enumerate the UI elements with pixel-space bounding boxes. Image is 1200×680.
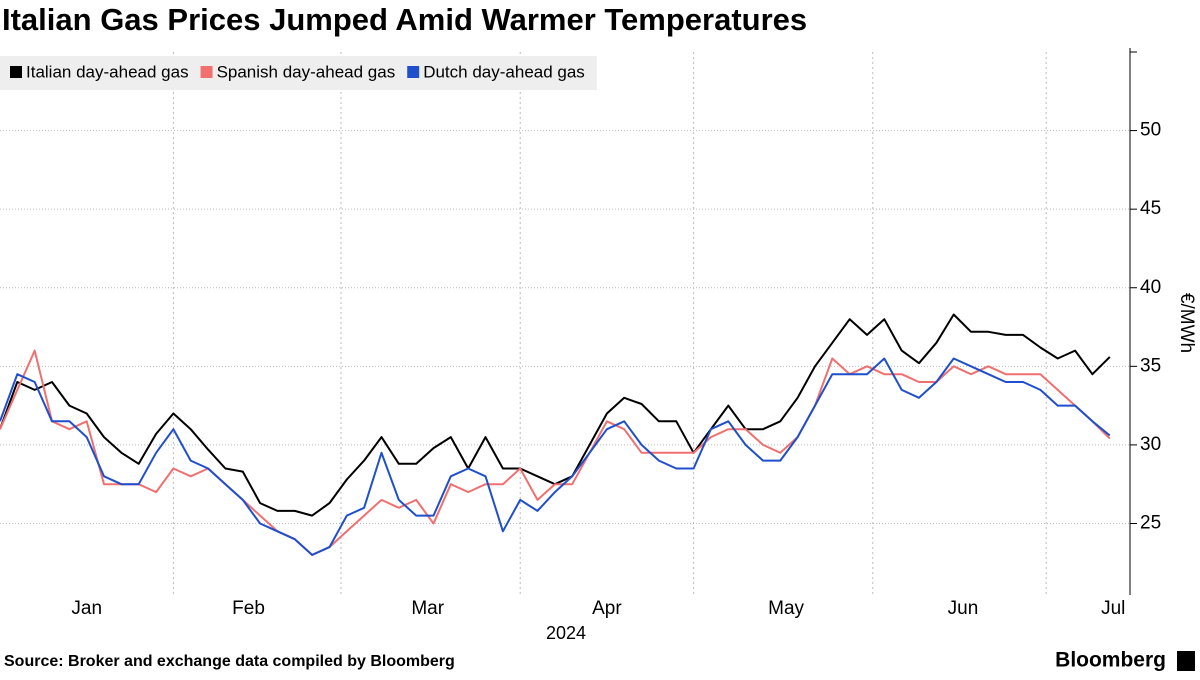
series-line <box>0 349 1111 556</box>
x-tick-label: Feb <box>232 598 265 619</box>
x-tick-label: Jun <box>948 598 979 619</box>
y-tick-label: 30 <box>1140 434 1161 455</box>
chart-title: Italian Gas Prices Jumped Amid Warmer Te… <box>2 2 807 37</box>
source: Source: Broker and exchange data compile… <box>4 653 455 670</box>
y-axis-label: €/MWh <box>1176 293 1197 353</box>
legend-swatch <box>10 66 22 78</box>
x-tick-label: Mar <box>411 598 444 619</box>
legend-swatch <box>407 66 420 78</box>
series-line <box>0 357 1111 556</box>
x-tick-label: Jan <box>71 598 102 619</box>
y-tick-label: 45 <box>1140 198 1161 219</box>
legend-swatch <box>200 66 213 78</box>
y-tick-label: 35 <box>1140 355 1161 376</box>
y-tick-label: 40 <box>1140 277 1161 298</box>
legend-label: Italian day-ahead gas <box>26 62 189 81</box>
x-axis-label: 2024 <box>546 623 586 643</box>
x-tick-label: Jul <box>1101 598 1125 619</box>
x-tick-label: Apr <box>592 598 622 619</box>
brand: Bloomberg <box>1055 649 1166 672</box>
legend: Italian day-ahead gas Spanish day-ahead g… <box>0 56 597 90</box>
brand-icon <box>1177 651 1195 671</box>
legend-bg <box>0 56 597 90</box>
y-tick-label: 25 <box>1140 513 1161 534</box>
y-tick-label: 50 <box>1140 120 1161 141</box>
x-tick-label: May <box>768 598 804 619</box>
legend-label: Dutch day-ahead gas <box>423 62 585 81</box>
legend-label: Spanish day-ahead gas <box>217 62 396 81</box>
